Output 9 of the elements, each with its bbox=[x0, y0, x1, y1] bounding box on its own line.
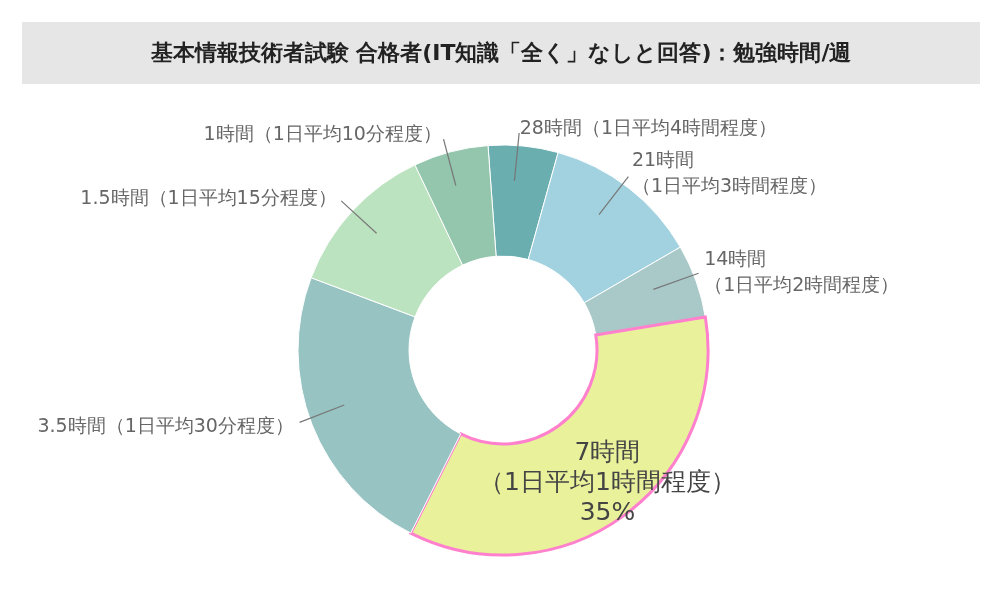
donut-slice bbox=[409, 315, 710, 557]
slice-label: 21時間（1日平均3時間程度） bbox=[632, 147, 828, 196]
slice-label: 28時間（1日平均4時間程度） bbox=[519, 116, 778, 139]
slice-label: 7時間（1日平均1時間程度） bbox=[479, 436, 736, 496]
slice-label: 14時間（1日平均2時間程度） bbox=[704, 247, 900, 296]
slice-label: 1時間（1日平均10分程度） bbox=[203, 122, 442, 145]
chart-title: 基本情報技術者試験 合格者(IT知識「全く」なしと回答)：勉強時間/週 bbox=[22, 22, 980, 84]
slice-label: 1.5時間（1日平均15分程度） bbox=[80, 185, 337, 208]
slice-label: 3.5時間（1日平均30分程度） bbox=[37, 413, 294, 436]
